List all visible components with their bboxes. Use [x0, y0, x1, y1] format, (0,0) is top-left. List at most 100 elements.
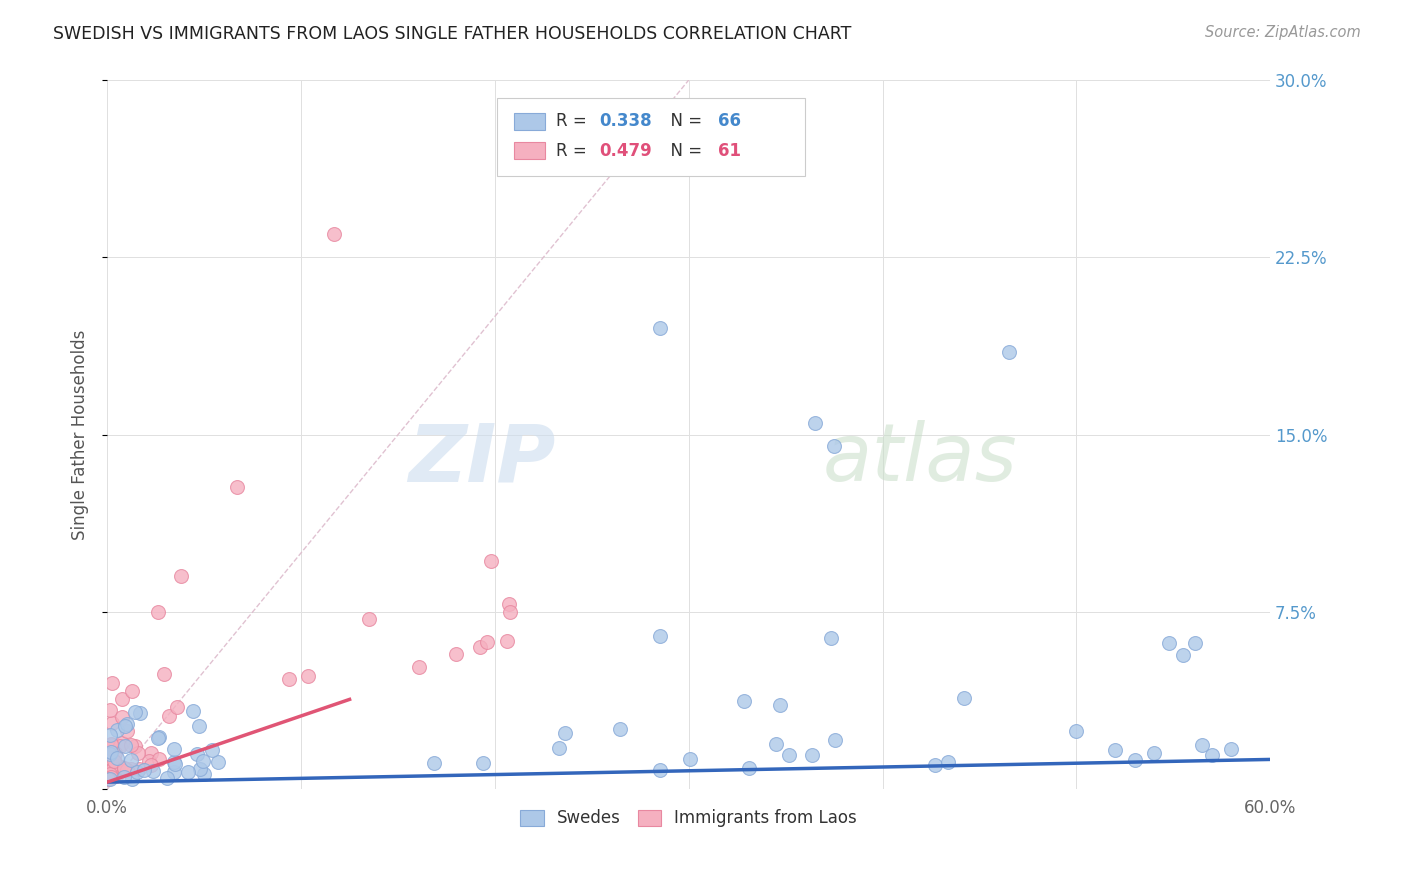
- Point: [820, 632, 842, 646]
- Point: [128, 762, 150, 776]
- Point: [163, 742, 186, 756]
- Point: [112, 761, 135, 775]
- Point: [1104, 743, 1126, 757]
- Point: [98, 747, 121, 762]
- Point: [101, 738, 124, 752]
- Text: N =: N =: [659, 112, 707, 130]
- Text: R =: R =: [557, 142, 592, 160]
- Point: [98, 703, 121, 717]
- Point: [104, 755, 127, 769]
- Point: [278, 672, 301, 686]
- Point: [100, 741, 122, 756]
- Point: [121, 772, 143, 786]
- Point: [148, 752, 170, 766]
- Point: [97, 743, 120, 757]
- Point: [98, 767, 121, 781]
- Point: [142, 764, 165, 778]
- Point: [1171, 648, 1194, 662]
- Point: [679, 751, 702, 765]
- Point: [201, 742, 224, 756]
- Point: [924, 757, 946, 772]
- Point: [152, 667, 174, 681]
- Point: [124, 705, 146, 719]
- Point: [114, 719, 136, 733]
- Point: [117, 723, 139, 738]
- Point: [110, 739, 132, 754]
- Point: [100, 676, 122, 690]
- Point: [408, 659, 430, 673]
- Point: [163, 756, 186, 771]
- Point: [191, 755, 214, 769]
- Point: [778, 747, 800, 762]
- Point: [193, 767, 215, 781]
- Point: [105, 723, 128, 737]
- Text: atlas: atlas: [823, 420, 1018, 499]
- Point: [110, 710, 132, 724]
- Point: [132, 763, 155, 777]
- Point: [146, 605, 169, 619]
- Point: [323, 227, 346, 241]
- Point: [100, 745, 122, 759]
- Point: [100, 762, 122, 776]
- Point: [166, 700, 188, 714]
- Point: [188, 719, 211, 733]
- Point: [97, 741, 120, 756]
- Point: [738, 761, 761, 775]
- Point: [468, 640, 491, 655]
- Point: [127, 747, 149, 761]
- Point: [163, 755, 186, 769]
- Point: [103, 755, 125, 769]
- Point: [803, 416, 825, 430]
- Point: [97, 772, 120, 787]
- Point: [104, 768, 127, 782]
- FancyBboxPatch shape: [496, 98, 806, 176]
- Point: [108, 762, 131, 776]
- Point: [117, 763, 139, 777]
- Point: [110, 760, 132, 774]
- Point: [423, 756, 446, 771]
- Text: 66: 66: [718, 112, 741, 130]
- Point: [111, 692, 134, 706]
- Point: [100, 737, 122, 751]
- Point: [170, 569, 193, 583]
- Point: [481, 553, 503, 567]
- Point: [444, 647, 467, 661]
- Point: [472, 756, 495, 770]
- Point: [498, 597, 520, 611]
- Point: [609, 722, 631, 736]
- Point: [96, 769, 118, 783]
- Point: [121, 684, 143, 698]
- Point: [120, 752, 142, 766]
- Text: 61: 61: [718, 142, 741, 160]
- Point: [997, 344, 1019, 359]
- Point: [226, 480, 249, 494]
- Point: [96, 769, 118, 783]
- Text: 0.479: 0.479: [599, 142, 652, 160]
- Point: [127, 765, 149, 780]
- Point: [148, 730, 170, 744]
- Point: [1143, 746, 1166, 760]
- Point: [157, 709, 180, 723]
- Legend: Swedes, Immigrants from Laos: Swedes, Immigrants from Laos: [513, 803, 863, 834]
- Point: [156, 771, 179, 785]
- Point: [120, 762, 142, 776]
- Point: [128, 706, 150, 720]
- Point: [111, 736, 134, 750]
- Text: Source: ZipAtlas.com: Source: ZipAtlas.com: [1205, 25, 1361, 40]
- Point: [297, 668, 319, 682]
- Point: [186, 747, 208, 761]
- Point: [115, 717, 138, 731]
- Text: SWEDISH VS IMMIGRANTS FROM LAOS SINGLE FATHER HOUSEHOLDS CORRELATION CHART: SWEDISH VS IMMIGRANTS FROM LAOS SINGLE F…: [53, 25, 852, 43]
- Point: [499, 605, 522, 619]
- FancyBboxPatch shape: [515, 112, 544, 129]
- Point: [141, 746, 163, 760]
- Text: 0.338: 0.338: [599, 112, 652, 130]
- Point: [733, 694, 755, 708]
- Point: [1220, 742, 1243, 756]
- Point: [953, 690, 976, 705]
- Point: [190, 762, 212, 776]
- Point: [124, 739, 146, 753]
- Text: N =: N =: [659, 142, 707, 160]
- Point: [648, 321, 671, 335]
- Point: [181, 704, 204, 718]
